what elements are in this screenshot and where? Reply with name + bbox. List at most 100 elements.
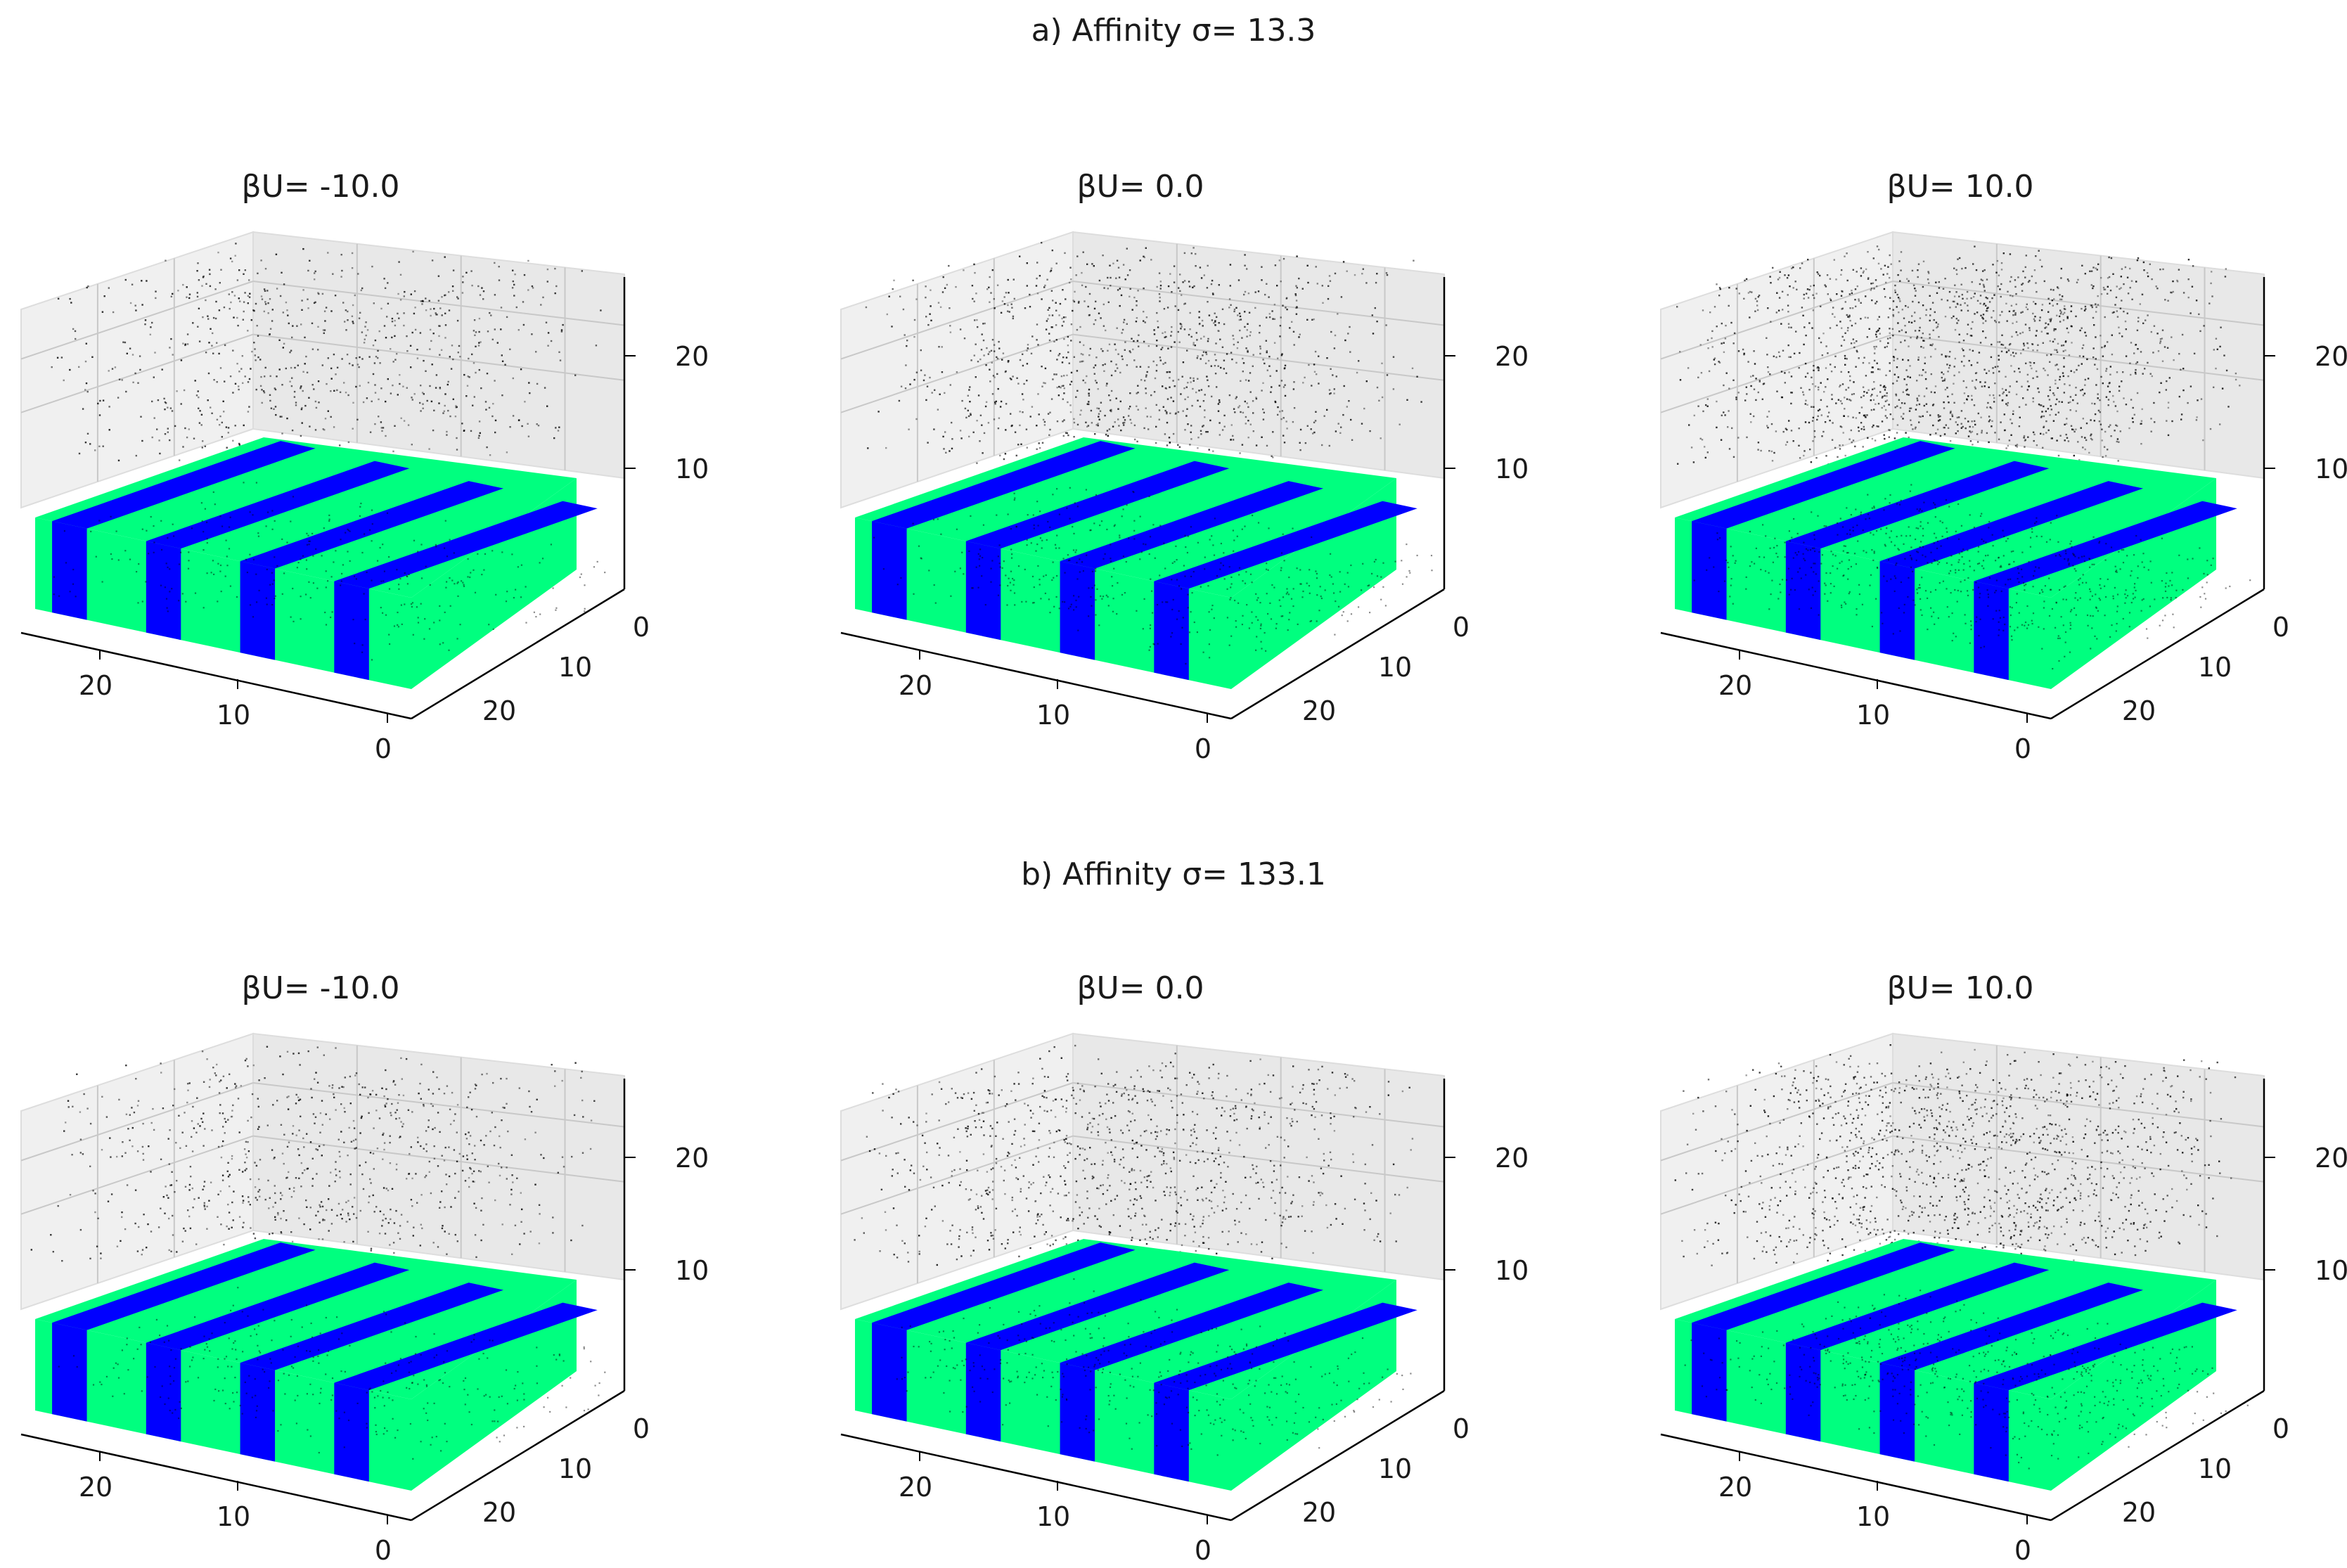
particle: [1036, 544, 1039, 546]
particle: [218, 309, 221, 311]
particle: [394, 319, 396, 322]
particle: [1059, 302, 1062, 305]
particle: [1914, 288, 1916, 290]
particle: [2041, 304, 2044, 306]
particle: [1978, 352, 1981, 354]
particle: [357, 273, 359, 275]
particle: [481, 287, 483, 289]
particle: [1847, 327, 1849, 329]
particle: [247, 411, 250, 413]
particle: [976, 462, 978, 464]
particle: [2054, 349, 2056, 351]
particle: [435, 387, 437, 389]
particle: [993, 418, 996, 420]
particle: [2053, 394, 2055, 397]
particle: [2011, 422, 2013, 425]
particle: [867, 447, 869, 449]
particle: [1835, 402, 1837, 404]
particle: [201, 520, 203, 522]
particle: [1930, 356, 1932, 358]
particle: [2027, 347, 2029, 349]
particle: [1845, 389, 1847, 391]
particle: [1055, 262, 1057, 264]
particle: [422, 403, 424, 405]
particle: [397, 312, 399, 315]
particle: [1244, 311, 1246, 313]
particle: [494, 294, 496, 296]
particle: [1169, 386, 1171, 388]
particle: [1342, 611, 1344, 613]
particle: [1097, 423, 1099, 425]
particle: [1334, 334, 1337, 337]
particle: [1252, 412, 1254, 414]
particle: [2046, 333, 2048, 335]
particle: [492, 403, 494, 405]
particle: [965, 416, 967, 419]
particle: [1896, 503, 1898, 505]
particle: [1750, 375, 1752, 378]
particle: [525, 586, 527, 588]
particle: [1798, 608, 1801, 610]
particle: [1725, 372, 1728, 374]
particle: [2180, 413, 2183, 416]
particle: [154, 352, 156, 354]
particle: [1061, 361, 1064, 364]
particle: [1313, 364, 1316, 366]
particle: [374, 339, 377, 342]
particle: [2060, 311, 2062, 313]
particle: [1944, 378, 1946, 380]
particle: [1823, 391, 1825, 393]
particle: [1288, 577, 1290, 579]
particle: [1162, 347, 1164, 349]
particle: [1002, 352, 1005, 354]
particle: [391, 317, 394, 320]
particle: [527, 289, 529, 291]
particle: [1029, 416, 1031, 418]
particle: [1931, 615, 1933, 617]
particle: [546, 405, 548, 407]
particle: [1200, 338, 1202, 340]
particle: [1330, 330, 1332, 333]
particle: [1244, 400, 1246, 403]
particle: [1998, 274, 2000, 276]
particle: [2056, 314, 2058, 316]
particle: [2006, 351, 2008, 353]
particle: [1361, 589, 1363, 591]
particle: [1863, 356, 1865, 359]
particle: [2161, 537, 2163, 539]
particle: [420, 410, 422, 412]
particle: [1882, 622, 1884, 624]
particle: [1889, 297, 1891, 299]
particle: [1062, 435, 1065, 437]
particle: [328, 518, 330, 520]
particle: [1977, 546, 1980, 548]
particle: [956, 371, 958, 373]
particle: [531, 333, 533, 335]
particle: [1905, 369, 1908, 371]
particle: [1326, 409, 1328, 411]
particle: [1778, 297, 1781, 299]
particle: [1190, 431, 1192, 433]
particle: [600, 309, 602, 311]
particle: [1949, 439, 1952, 442]
particle: [987, 353, 989, 355]
particle: [2149, 263, 2151, 265]
particle: [1009, 377, 1012, 380]
particle: [139, 355, 141, 357]
particle: [1162, 363, 1164, 365]
particle: [1835, 278, 1837, 281]
particle: [496, 342, 499, 344]
particle: [273, 408, 275, 410]
particle: [398, 584, 400, 586]
particle: [301, 309, 303, 311]
particle: [1892, 315, 1895, 317]
particle: [1291, 321, 1293, 323]
particle: [1872, 399, 1875, 401]
particle: [604, 572, 606, 574]
particle: [1017, 444, 1020, 446]
particle: [118, 378, 121, 380]
particle: [115, 530, 117, 532]
particle-cloud: [1676, 245, 2241, 472]
particle: [1230, 597, 1232, 599]
particle: [2060, 267, 2062, 270]
